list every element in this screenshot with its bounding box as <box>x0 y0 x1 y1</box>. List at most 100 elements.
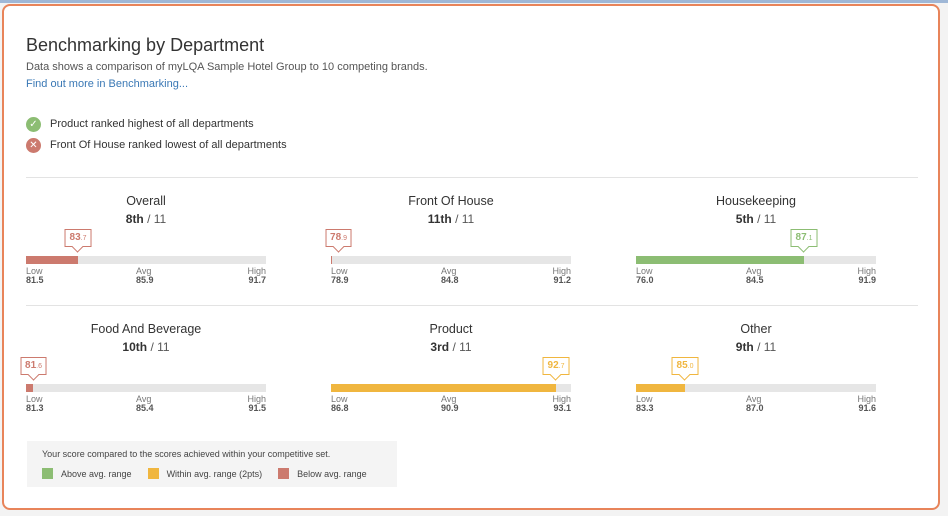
high-caption: High <box>552 394 571 404</box>
score-main: 92 <box>547 360 559 371</box>
rank-total: / 11 <box>147 212 167 226</box>
high-caption: High <box>247 394 266 404</box>
avg-label: Avg 85.4 <box>136 395 154 413</box>
score-bar-fill <box>331 384 556 392</box>
avg-caption: Avg <box>441 394 457 404</box>
score-bar-track <box>331 384 571 392</box>
avg-caption: Avg <box>136 266 152 276</box>
score-main: 85 <box>676 360 688 371</box>
legend-item-within: Within avg. range (2pts) <box>147 468 263 479</box>
rank-value: 8th <box>125 212 144 226</box>
low-caption: Low <box>26 266 43 276</box>
dept-cell-overall: Overall 8th / 11 83.7 Low 81.5 Avg 85.9 High 91.… <box>26 194 266 304</box>
low-value: 76.0 <box>636 275 654 285</box>
low-label: Low 78.9 <box>331 267 349 285</box>
dept-name: Other <box>740 322 772 336</box>
avg-value: 87.0 <box>746 403 764 413</box>
dept-cell-product: Product 3rd / 11 92.7 Low 86.8 Avg 90.9 High 93.… <box>331 322 571 432</box>
low-label: Low 81.3 <box>26 395 44 413</box>
dept-name: Housekeeping <box>716 194 796 208</box>
low-label: Low 86.8 <box>331 395 349 413</box>
rank-total: / 11 <box>452 340 472 354</box>
low-value: 83.3 <box>636 403 654 413</box>
legend-items: Above avg. range Within avg. range (2pts… <box>42 468 383 479</box>
legend-item-above: Above avg. range <box>42 468 132 479</box>
legend-label: Within avg. range (2pts) <box>166 468 263 479</box>
dept-rank: 10th / 11 <box>26 340 266 354</box>
avg-caption: Avg <box>746 394 762 404</box>
dept-cell-other: Other 9th / 11 85.0 Low 83.3 Avg 87.0 High 91.6 <box>636 322 876 432</box>
avg-value: 85.9 <box>136 275 154 285</box>
score-bar-track <box>331 256 571 264</box>
dept-name: Product <box>429 322 473 336</box>
insight-highest: ✓ Product ranked highest of all departme… <box>26 116 254 132</box>
low-value: 78.9 <box>331 275 349 285</box>
score-bar-fill <box>26 256 78 264</box>
dept-name: Food And Beverage <box>90 322 202 336</box>
high-value: 91.6 <box>858 403 876 413</box>
divider <box>26 177 918 178</box>
low-value: 86.8 <box>331 403 349 413</box>
low-label: Low 81.5 <box>26 267 44 285</box>
high-caption: High <box>552 266 571 276</box>
score-main: 81 <box>25 360 37 371</box>
rank-value: 11th <box>427 212 452 226</box>
low-value: 81.3 <box>26 403 44 413</box>
insight-lowest: ✕ Front Of House ranked lowest of all de… <box>26 137 287 153</box>
rank-total: / 11 <box>757 340 777 354</box>
rank-value: 3rd <box>430 340 450 354</box>
benchmarking-link[interactable]: Find out more in Benchmarking... <box>26 78 189 90</box>
score-marker: 87.1 <box>790 229 818 247</box>
low-caption: Low <box>636 394 653 404</box>
low-value: 81.5 <box>26 275 44 285</box>
low-caption: Low <box>331 394 348 404</box>
low-label: Low 76.0 <box>636 267 654 285</box>
low-label: Low 83.3 <box>636 395 654 413</box>
dept-rank: 11th / 11 <box>331 212 571 226</box>
score-bar-track <box>26 256 266 264</box>
score-marker: 83.7 <box>64 229 92 247</box>
high-label: High 91.6 <box>857 395 876 413</box>
avg-value: 90.9 <box>441 403 459 413</box>
high-label: High 91.7 <box>247 267 266 285</box>
legend-swatch-above <box>42 468 53 479</box>
legend-label: Below avg. range <box>297 468 367 479</box>
score-marker: 92.7 <box>542 357 570 375</box>
score-bar-fill <box>636 384 685 392</box>
rank-value: 10th <box>122 340 148 354</box>
high-value: 91.5 <box>248 403 266 413</box>
dept-name: Front Of House <box>408 194 494 208</box>
legend-caption: Your score compared to the scores achiev… <box>42 449 331 459</box>
legend-label: Above avg. range <box>61 468 132 479</box>
score-bar-fill <box>636 256 804 264</box>
score-marker: 78.9 <box>325 229 352 247</box>
page-title: Benchmarking by Department <box>26 35 265 55</box>
rank-value: 5th <box>735 212 754 226</box>
score-bar-track <box>636 384 876 392</box>
avg-caption: Avg <box>441 266 457 276</box>
dept-rank: 8th / 11 <box>26 212 266 226</box>
score-decimal: .7 <box>558 363 565 370</box>
rank-total: / 11 <box>150 340 170 354</box>
legend-swatch-below <box>278 468 290 479</box>
dept-rank: 3rd / 11 <box>331 340 571 354</box>
high-label: High 93.1 <box>552 395 571 413</box>
check-circle-icon: ✓ <box>26 116 41 132</box>
score-marker: 85.0 <box>671 357 699 375</box>
avg-value: 84.5 <box>746 275 764 285</box>
score-bar-fill <box>331 256 332 264</box>
low-caption: Low <box>331 266 348 276</box>
high-caption: High <box>247 266 266 276</box>
high-label: High 91.5 <box>247 395 266 413</box>
score-bar-fill <box>26 384 33 392</box>
score-decimal: .1 <box>806 235 813 242</box>
avg-label: Avg 87.0 <box>746 395 764 413</box>
avg-caption: Avg <box>136 394 152 404</box>
avg-label: Avg 90.9 <box>441 395 459 413</box>
rank-value: 9th <box>735 340 754 354</box>
insight-text: Front Of House ranked lowest of all depa… <box>50 139 287 151</box>
high-value: 91.7 <box>248 275 266 285</box>
legend-item-below: Below avg. range <box>278 468 367 479</box>
dept-cell-front-of-house: Front Of House 11th / 11 78.9 Low 78.9 Avg 84.… <box>325 194 571 304</box>
rank-total: / 11 <box>757 212 777 226</box>
